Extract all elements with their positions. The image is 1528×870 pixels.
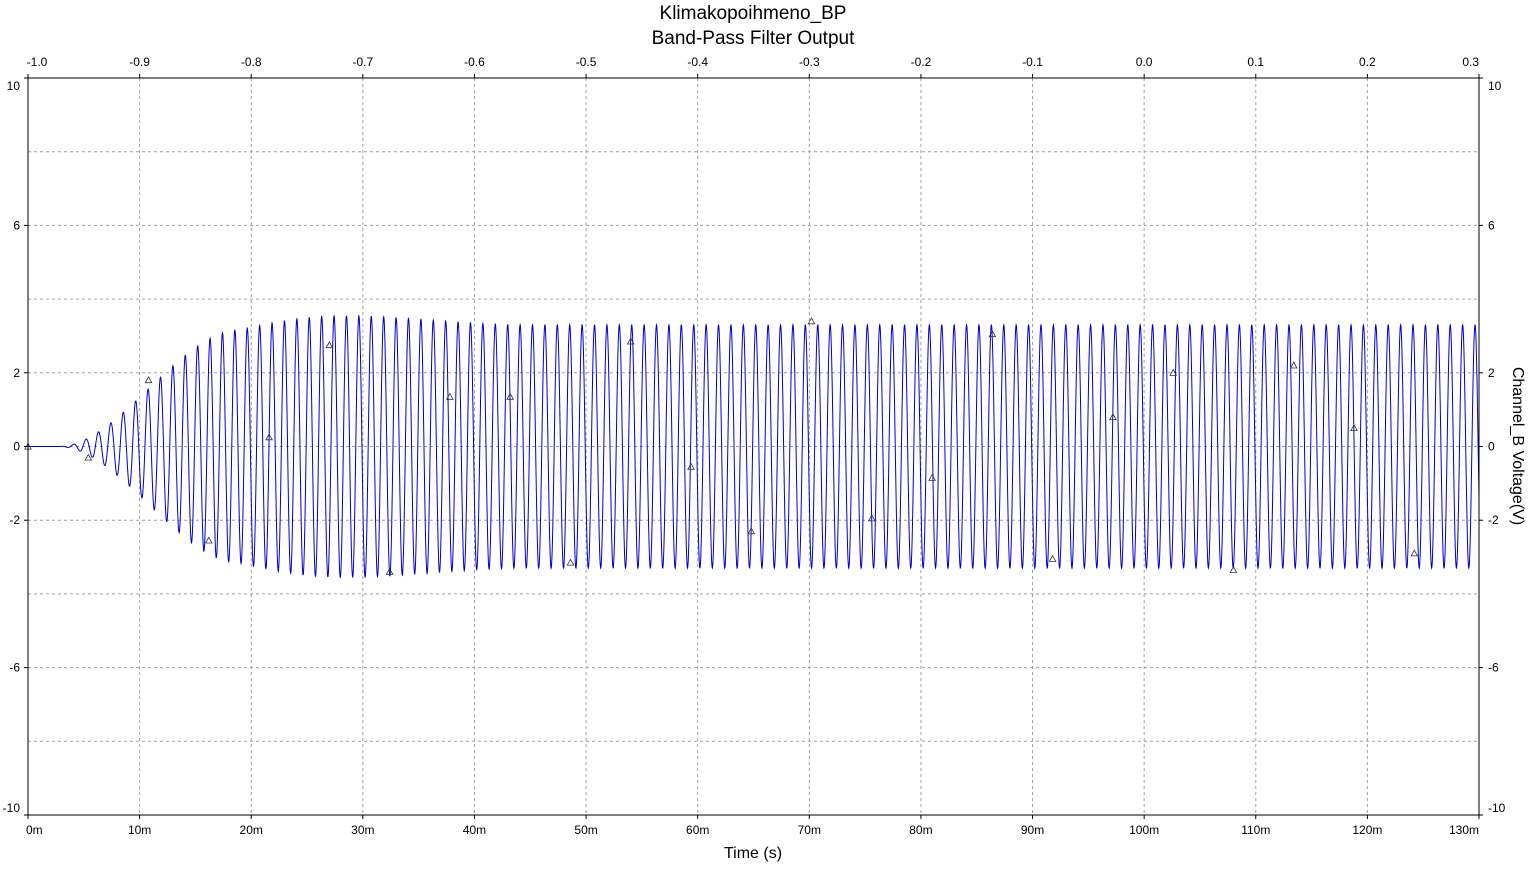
triangle-marker: [566, 558, 575, 566]
triangle-marker: [988, 330, 997, 338]
x-tick-label: 40m: [463, 823, 486, 837]
x-tick-label: 120m: [1352, 823, 1382, 837]
x-tick-label: 10m: [128, 823, 151, 837]
x-tick-label: 0m: [26, 823, 43, 837]
triangle-marker: [807, 317, 816, 325]
y-axis-label-right: Channel_B Voltage(V): [1509, 367, 1526, 525]
y-tick-label-left: 0: [13, 440, 20, 454]
top-tick-label: -0.8: [241, 55, 262, 69]
y-tick-label-right: 0: [1488, 440, 1495, 454]
triangle-marker: [265, 433, 273, 441]
triangle-marker: [506, 392, 515, 400]
y-tick-label-right: 10: [1488, 79, 1502, 93]
triangle-marker: [1229, 565, 1238, 573]
triangle-marker: [867, 514, 876, 522]
y-tick-label-left: -6: [9, 661, 20, 675]
top-tick-label: 0.1: [1247, 55, 1264, 69]
triangle-marker: [325, 341, 334, 349]
y-tick-label-right: 6: [1488, 218, 1495, 232]
x-tick-label: 30m: [351, 823, 374, 837]
y-tick-label-right: 2: [1488, 366, 1495, 380]
top-tick-layer: -1.0 -0.9 -0.8 -0.7 -0.6 -0.5 -0.4 -0.3 -0.2 -0.1…: [27, 55, 1480, 78]
triangle-marker: [1169, 368, 1178, 376]
top-tick-label: -0.4: [687, 55, 708, 69]
x-tick-label: 100m: [1129, 823, 1159, 837]
y-tick-label-left: 2: [13, 366, 20, 380]
triangle-marker: [1410, 549, 1419, 557]
top-tick-label: 0.2: [1359, 55, 1376, 69]
x-tick-label: 50m: [574, 823, 597, 837]
x-tick-label: 60m: [686, 823, 709, 837]
x-tick-layer: 0m 10m 20m 30m 40m 50m 60m 70m 80m 90m 100m 110m 120…: [26, 815, 1480, 837]
y-tick-label-left: 6: [13, 218, 20, 232]
top-tick-label: -0.6: [464, 55, 485, 69]
x-tick-label: 130m: [1449, 823, 1479, 837]
top-tick-label: 0.0: [1136, 55, 1153, 69]
y-tick-label-left: -2: [9, 513, 20, 527]
top-tick-label: -0.7: [353, 55, 374, 69]
triangle-marker: [626, 337, 635, 345]
triangle-marker: [385, 567, 394, 575]
triangle-marker: [928, 473, 936, 481]
y-tick-label-right: -6: [1488, 661, 1499, 675]
y-tick-label-right: -2: [1488, 513, 1499, 527]
triangle-marker: [1048, 554, 1057, 562]
x-tick-label: 90m: [1021, 823, 1044, 837]
x-tick-label: 110m: [1241, 823, 1270, 837]
triangle-marker: [1350, 424, 1358, 432]
triangle-marker: [1289, 361, 1298, 369]
top-tick-label: -1.0: [27, 55, 48, 69]
y-tick-layer: 10 10 6 6 2 2 0 0 -2 -2 -6 -6 -10 -10: [3, 77, 1506, 816]
y-tick-label-left: -10: [3, 801, 21, 815]
triangle-marker: [1109, 412, 1117, 421]
y-tick-label-left: 10: [7, 79, 21, 93]
x-tick-label: 20m: [240, 823, 263, 837]
top-tick-label: -0.1: [1022, 55, 1043, 69]
top-tick-label: -0.9: [129, 55, 150, 69]
triangle-marker: [204, 536, 213, 544]
chart-title: Klimakopoihmeno_BP: [660, 3, 847, 24]
triangle-marker: [446, 392, 454, 400]
x-tick-label: 80m: [909, 823, 932, 837]
y-tick-label-right: -10: [1488, 801, 1506, 815]
x-axis-label: Time (s): [724, 845, 782, 862]
marker-layer: [24, 317, 1419, 575]
triangle-marker: [747, 527, 756, 535]
top-tick-label: -0.3: [799, 55, 820, 69]
triangle-marker: [84, 453, 93, 461]
top-tick-label: -0.2: [911, 55, 932, 69]
triangle-marker: [687, 462, 695, 470]
series-line: [28, 314, 1480, 579]
top-tick-label: -0.5: [576, 55, 597, 69]
series-layer: [28, 314, 1480, 579]
chart-subtitle: Band-Pass Filter Output: [652, 28, 855, 49]
top-tick-label: 0.3: [1462, 55, 1479, 69]
x-tick-label: 70m: [798, 823, 821, 837]
triangle-marker: [144, 376, 153, 384]
